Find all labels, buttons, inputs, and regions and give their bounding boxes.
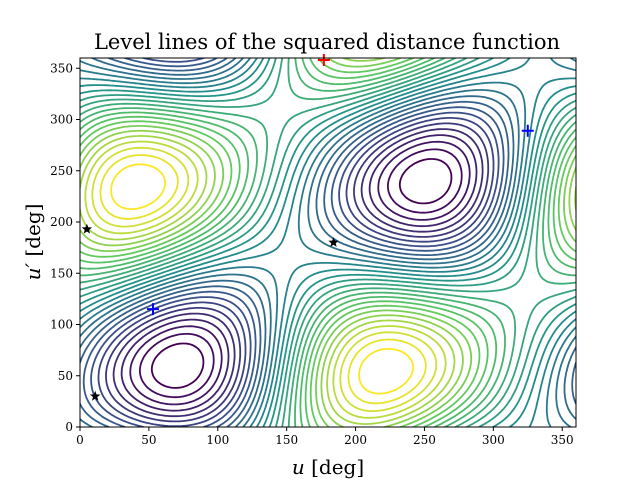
contour-level-line <box>80 58 576 427</box>
contour-level-line <box>129 140 471 406</box>
contour-level-line <box>80 58 576 427</box>
contour-level-line <box>80 58 576 427</box>
y-axis-label-var: u′ <box>21 263 45 281</box>
contour-level-line <box>80 58 576 427</box>
contour-level-line <box>80 58 576 427</box>
x-tick-label: 100 <box>206 433 229 447</box>
contour-level-line <box>120 134 478 412</box>
saddle-star-marker <box>328 237 339 247</box>
y-axis-ticks: 0 50 100 150 200 250 300 350 <box>50 61 80 434</box>
saddle-star-marker <box>89 390 101 401</box>
y-axis-label: u′ [deg] <box>21 204 45 281</box>
contour-level-line <box>80 58 576 427</box>
x-tick-label: 300 <box>482 433 505 447</box>
contour-level-line <box>150 158 453 389</box>
plot-frame <box>79 57 577 428</box>
saddle-star-marker <box>81 223 93 234</box>
contour-level-line <box>80 58 576 427</box>
x-axis-label: u [deg] <box>292 455 364 479</box>
contour-level-line <box>112 128 484 418</box>
y-tick-label: 300 <box>50 113 73 127</box>
x-tick-label: 150 <box>275 433 298 447</box>
critical-point-markers <box>81 54 534 401</box>
y-tick-label: 50 <box>58 369 73 383</box>
x-tick-label: 0 <box>76 433 84 447</box>
contour-level-line <box>97 117 495 427</box>
y-tick-label: 150 <box>50 266 73 280</box>
contour-level-line <box>80 58 576 427</box>
contour-level-line <box>80 58 576 427</box>
x-tick-label: 250 <box>413 433 436 447</box>
x-tick-label: 50 <box>141 433 156 447</box>
contour-level-line <box>82 58 505 427</box>
contour-level-line <box>80 135 576 425</box>
contour-level-line <box>80 58 576 427</box>
contour-level-line <box>105 122 490 423</box>
y-tick-label: 350 <box>50 61 73 75</box>
contour-level-line <box>99 154 427 405</box>
contour-level-line <box>80 58 576 427</box>
contour-level-line <box>80 58 576 427</box>
maximum-plus-marker <box>317 54 330 67</box>
chart-title: Level lines of the squared distance func… <box>94 30 560 54</box>
x-axis-label-unit: [deg] <box>305 455 364 479</box>
y-tick-label: 100 <box>50 318 73 332</box>
x-tick-label: 350 <box>551 433 574 447</box>
contour-level-line <box>84 140 447 419</box>
minimum-plus-marker <box>521 124 534 137</box>
contour-level-line <box>110 163 414 395</box>
y-tick-label: 250 <box>50 164 73 178</box>
contour-level-line <box>90 58 500 427</box>
y-axis-label-unit: [deg] <box>21 204 45 263</box>
x-tick-label: 200 <box>344 433 367 447</box>
contour-level-line <box>80 58 576 427</box>
contour-level-line <box>80 58 576 427</box>
x-axis-ticks: 0 50 100 150 200 250 300 350 <box>76 427 574 447</box>
minimum-plus-marker <box>147 303 160 316</box>
contour-level-line <box>80 58 576 427</box>
contour-lines <box>80 58 576 427</box>
x-axis-label-var: u <box>292 455 305 479</box>
y-tick-label: 200 <box>50 215 73 229</box>
y-tick-label: 0 <box>65 420 73 434</box>
contour-level-line <box>139 148 463 399</box>
contour-level-line <box>91 146 438 412</box>
